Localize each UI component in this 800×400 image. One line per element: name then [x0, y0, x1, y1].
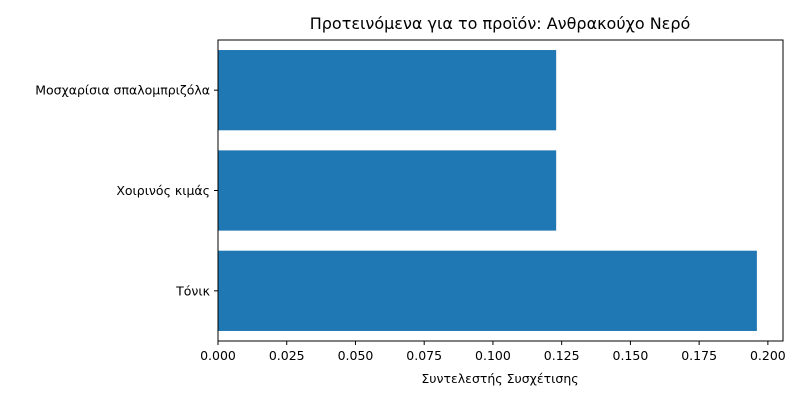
- bars: [218, 50, 757, 331]
- x-axis-label: Συντελεστής Συσχέτισης: [421, 371, 578, 386]
- y-axis-ticks: Τόνικ Χοιρινός κιμάς Μοσχαρίσια σπαλομπριζ…: [35, 83, 218, 298]
- bar: [218, 150, 557, 231]
- chart-title: Προτεινόμενα για το προϊόν: Ανθρακούχο Ν…: [310, 14, 691, 33]
- x-tick-label: 0.150: [613, 348, 649, 363]
- bar: [218, 250, 757, 331]
- x-tick-label: 0.125: [544, 348, 580, 363]
- x-tick-label: 0.100: [475, 348, 511, 363]
- x-tick-label: 0.175: [681, 348, 717, 363]
- y-tick-label: Μοσχαρίσια σπαλομπριζόλα: [35, 83, 210, 98]
- x-tick-label: 0.200: [750, 348, 786, 363]
- x-axis-ticks: 0.000 0.025 0.050 0.075 0.100 0.125 0.150 0.175…: [200, 341, 786, 363]
- y-tick-label: Τόνικ: [175, 283, 210, 298]
- plot-frame: [217, 39, 784, 342]
- x-tick-label: 0.075: [406, 348, 442, 363]
- x-tick-label: 0.050: [338, 348, 374, 363]
- bar: [218, 50, 557, 131]
- y-tick-label: Χοιρινός κιμάς: [116, 183, 210, 198]
- x-tick-label: 0.025: [269, 348, 305, 363]
- x-tick-label: 0.000: [200, 348, 236, 363]
